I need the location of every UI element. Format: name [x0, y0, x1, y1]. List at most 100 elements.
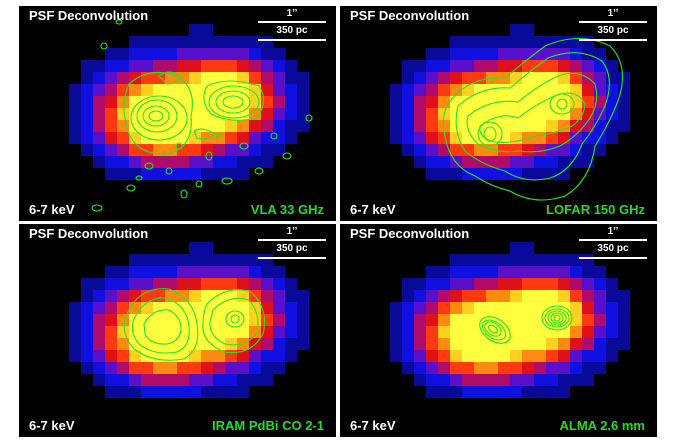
xray-pixel: [594, 362, 606, 374]
xray-pixel: [606, 278, 618, 290]
xray-pixel: [474, 278, 486, 290]
scale-arcsec-label: 1’’: [607, 226, 619, 237]
xray-pixel: [105, 48, 117, 60]
xray-pixel: [402, 338, 414, 350]
xray-pixel: [510, 374, 522, 386]
xray-pixel: [438, 156, 450, 168]
xray-pixel: [237, 302, 249, 314]
xray-pixel: [117, 338, 129, 350]
xray-pixel: [273, 326, 285, 338]
xray-pixel: [225, 278, 237, 290]
xray-pixel: [534, 108, 546, 120]
xray-pixel: [390, 120, 402, 132]
xray-pixel: [93, 278, 105, 290]
xray-pixel: [165, 60, 177, 72]
xray-pixel: [213, 168, 225, 180]
xray-pixel: [438, 144, 450, 156]
xray-pixel: [570, 278, 582, 290]
xray-pixel: [462, 96, 474, 108]
xray-pixel: [129, 84, 141, 96]
xray-pixel: [498, 156, 510, 168]
xray-image-iram: [69, 242, 309, 398]
xray-pixel: [390, 84, 402, 96]
panel-alma: PSF Deconvolution 1’’ 350 pc 6-7 keV ALM…: [340, 224, 657, 437]
xray-pixel: [177, 84, 189, 96]
xray-pixel: [438, 386, 450, 398]
xray-pixel: [225, 48, 237, 60]
xray-pixel: [606, 314, 618, 326]
xray-pixel: [129, 96, 141, 108]
xray-pixel: [558, 290, 570, 302]
xray-pixel: [510, 314, 522, 326]
xray-pixel: [390, 350, 402, 362]
xray-pixel: [534, 84, 546, 96]
xray-pixel: [177, 36, 189, 48]
xray-pixel: [165, 386, 177, 398]
xray-pixel: [201, 168, 213, 180]
energy-band-label: 6-7 keV: [29, 202, 75, 217]
contour-alma-east: [479, 316, 511, 344]
xray-pixel: [462, 290, 474, 302]
xray-pixel: [297, 326, 309, 338]
xray-pixel: [462, 326, 474, 338]
xray-pixel: [129, 386, 141, 398]
xray-pixel: [570, 144, 582, 156]
xray-pixel: [201, 36, 213, 48]
xray-pixel: [93, 338, 105, 350]
xray-pixel: [69, 338, 81, 350]
xray-pixel: [582, 302, 594, 314]
xray-pixel: [69, 132, 81, 144]
xray-pixel: [81, 290, 93, 302]
xray-pixel: [177, 144, 189, 156]
xray-pixel: [498, 168, 510, 180]
xray-pixel: [522, 374, 534, 386]
xray-pixel: [594, 314, 606, 326]
xray-pixel: [414, 72, 426, 84]
xray-pixel: [498, 314, 510, 326]
xray-pixel: [189, 386, 201, 398]
xray-pixel: [105, 338, 117, 350]
xray-pixel: [273, 84, 285, 96]
xray-pixel: [273, 314, 285, 326]
xray-pixel: [618, 84, 630, 96]
xray-pixel: [558, 266, 570, 278]
xray-pixel: [438, 338, 450, 350]
xray-pixel: [213, 156, 225, 168]
xray-pixel: [93, 326, 105, 338]
xray-pixel: [117, 362, 129, 374]
xray-pixel: [153, 266, 165, 278]
xray-pixel: [546, 120, 558, 132]
xray-pixel: [510, 156, 522, 168]
xray-pixel: [189, 350, 201, 362]
xray-pixel: [558, 120, 570, 132]
xray-pixel: [618, 326, 630, 338]
xray-pixel: [261, 278, 273, 290]
xray-pixel: [189, 362, 201, 374]
xray-pixel: [225, 96, 237, 108]
xray-pixel: [189, 132, 201, 144]
xray-pixel: [189, 24, 201, 36]
xray-pixel: [594, 290, 606, 302]
xray-pixel: [165, 144, 177, 156]
xray-pixel: [414, 60, 426, 72]
xray-pixel: [261, 290, 273, 302]
xray-pixel: [201, 278, 213, 290]
xray-pixel: [117, 278, 129, 290]
xray-pixel: [390, 326, 402, 338]
xray-pixel: [105, 96, 117, 108]
xray-pixel: [237, 132, 249, 144]
xray-pixel: [546, 266, 558, 278]
xray-pixel: [273, 144, 285, 156]
xray-pixel: [510, 168, 522, 180]
xray-pixel: [534, 266, 546, 278]
xray-pixel: [237, 350, 249, 362]
xray-pixel: [402, 72, 414, 84]
xray-pixel: [237, 326, 249, 338]
xray-pixel: [141, 36, 153, 48]
xray-pixel: [594, 326, 606, 338]
xray-pixel: [189, 48, 201, 60]
xray-pixel: [390, 338, 402, 350]
xray-pixel: [510, 338, 522, 350]
xray-pixel: [498, 302, 510, 314]
xray-pixel: [522, 350, 534, 362]
